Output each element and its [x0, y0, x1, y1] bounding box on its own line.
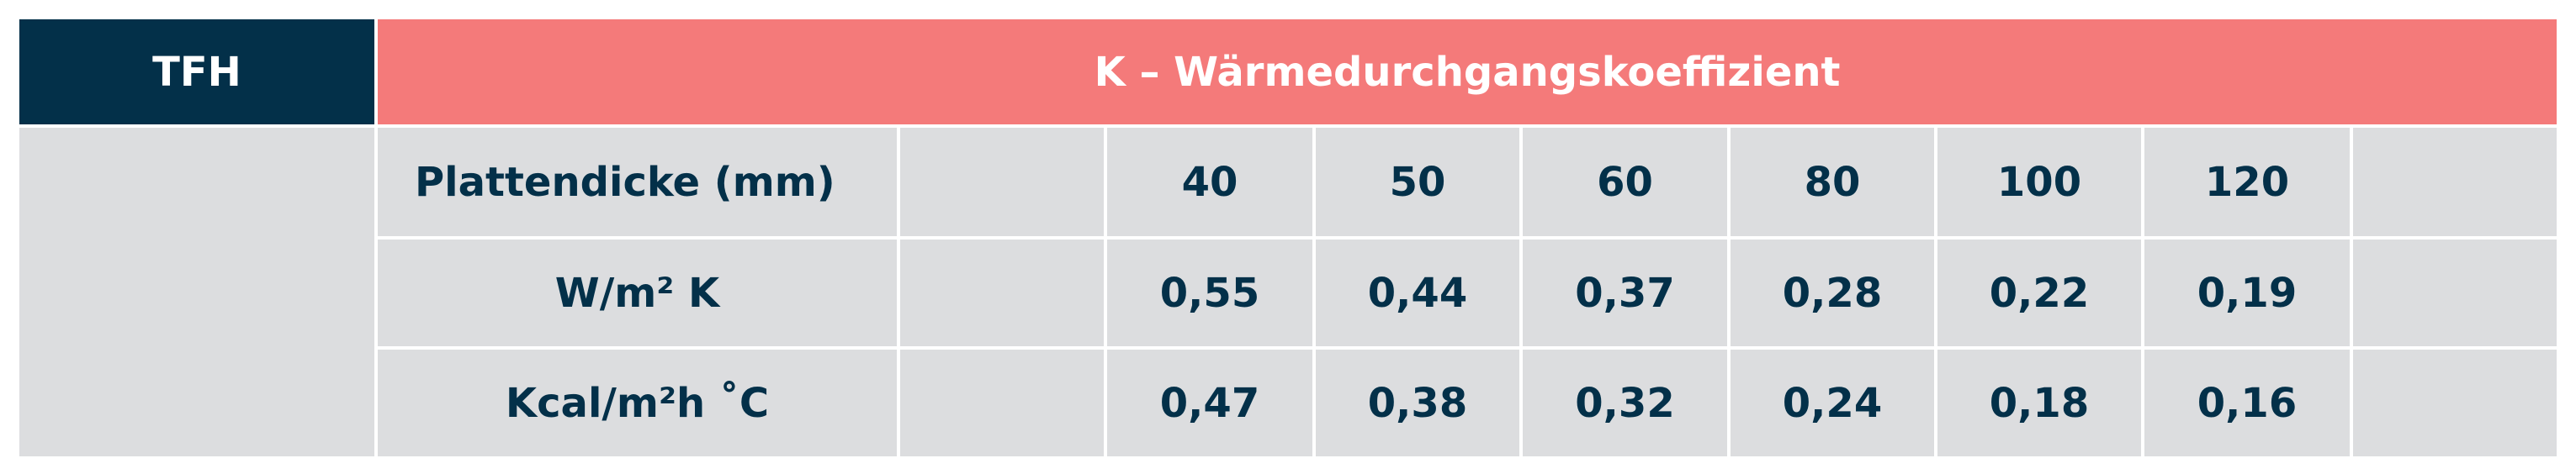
- empty-cell: [2349, 124, 2561, 240]
- value-cell: 0,22: [1934, 236, 2144, 350]
- empty-cell: [897, 124, 1107, 240]
- value-cell: 0,37: [1519, 236, 1731, 350]
- value-cell: 0,55: [1104, 236, 1316, 350]
- value-cell: 0,47: [1104, 346, 1316, 460]
- value-cell: 40: [1104, 124, 1316, 240]
- empty-cell: [897, 236, 1107, 350]
- value-cell: 0,44: [1312, 236, 1523, 350]
- value-cell: 50: [1312, 124, 1523, 240]
- row-label: Plattendicke (mm): [374, 124, 900, 240]
- value-cell: 0,38: [1312, 346, 1523, 460]
- value-cell: 100: [1934, 124, 2144, 240]
- empty-cell: [2349, 236, 2561, 350]
- empty-cell: [897, 346, 1107, 460]
- value-cell: 80: [1727, 124, 1937, 240]
- value-cell: 0,18: [1934, 346, 2144, 460]
- value-cell: 0,19: [2141, 236, 2353, 350]
- table-row: Plattendicke (mm) 40 50 60 80 100 120: [16, 124, 2561, 460]
- empty-cell: [16, 124, 378, 460]
- header-row: TFH K – Wärmedurchgangskoeffizient: [16, 16, 2561, 128]
- row-label: W/m² K: [374, 236, 900, 350]
- header-title: K – Wärmedurchgangskoeffizient: [374, 16, 2561, 128]
- header-left: TFH: [16, 16, 378, 128]
- empty-cell: [2349, 346, 2561, 460]
- table-row: Kcal/m²h ˚C 0,47 0,38 0,32 0,24 0,18 0,16: [18, 346, 2561, 460]
- value-cell: 0,24: [1727, 346, 1937, 460]
- value-cell: 0,16: [2141, 346, 2353, 460]
- value-cell: 60: [1519, 124, 1731, 240]
- value-cell: 0,32: [1519, 346, 1731, 460]
- value-cell: 120: [2141, 124, 2353, 240]
- row-label: Kcal/m²h ˚C: [374, 346, 900, 460]
- value-cell: 0,28: [1727, 236, 1937, 350]
- table-row: W/m² K 0,55 0,44 0,37 0,28 0,22 0,19: [18, 236, 2561, 350]
- data-table: TFH K – Wärmedurchgangskoeffizient Platt…: [16, 16, 2561, 460]
